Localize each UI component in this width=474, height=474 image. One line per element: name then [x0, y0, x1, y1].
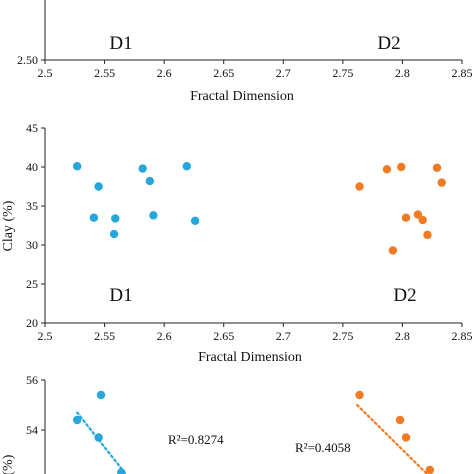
data-point-d2 [355, 390, 364, 400]
group-label-d2: D2 [393, 285, 416, 306]
x-tick-label: 2.55 [94, 66, 115, 80]
x-tick-label: 2.6 [157, 329, 172, 343]
data-point-d1 [72, 415, 82, 425]
x-axis-title: Fractal Dimension [198, 350, 302, 365]
x-tick-label: 2.85 [452, 329, 473, 343]
x-tick-label: 2.7 [276, 329, 291, 343]
x-tick-label: 2.8 [395, 66, 410, 80]
y-axis-title: z (%) [1, 454, 16, 474]
data-point-d1 [94, 182, 103, 191]
y-tick-label: 35 [26, 199, 38, 213]
trendline-d2 [356, 403, 429, 474]
y-tick-label: 45 [26, 121, 38, 135]
x-tick-label: 2.55 [94, 329, 115, 343]
data-point-d2 [432, 163, 442, 172]
data-point-d1 [145, 176, 155, 186]
data-point-d1 [96, 390, 106, 400]
panel-3: 54 56 z (%) R²=0.8274 R²=0.4058 [1, 373, 435, 474]
data-point-d2 [401, 433, 411, 442]
data-point-d2 [401, 213, 411, 222]
panel-1: 2.52.552.62.652.72.752.82.852.503.50Frac… [17, 0, 473, 104]
data-point-d1 [89, 213, 99, 222]
y-tick-label: 40 [26, 160, 38, 174]
data-point-d2 [437, 178, 446, 187]
x-tick-label: 2.5 [38, 66, 53, 80]
data-point-d1 [190, 216, 200, 226]
x-tick-label: 2.75 [332, 66, 353, 80]
x-tick-label: 2.75 [332, 329, 353, 343]
y-axis-title: Clay (%) [1, 200, 16, 251]
y-tick-label: 2.50 [17, 53, 38, 67]
y-tick-label: 20 [26, 316, 38, 330]
x-tick-label: 2.8 [395, 329, 410, 343]
x-tick-label: 2.5 [38, 329, 53, 343]
y-tick-label: 56 [26, 373, 38, 387]
r2-annotation: R²=0.8274 [168, 432, 224, 447]
data-point-d2 [425, 465, 435, 474]
group-label-d2: D2 [377, 33, 400, 54]
data-point-d1 [94, 433, 103, 442]
y-tick-label: 25 [26, 277, 38, 291]
group-label-d1: D1 [109, 33, 132, 54]
x-tick-label: 2.7 [276, 66, 291, 80]
data-point-d1 [111, 214, 120, 223]
x-tick-label: 2.6 [157, 66, 172, 80]
data-point-d2 [397, 162, 406, 172]
r2-annotation: R²=0.4058 [295, 440, 351, 455]
group-label-d1: D1 [109, 285, 132, 306]
x-tick-label: 2.85 [452, 66, 473, 80]
data-point-d1 [138, 164, 147, 173]
data-point-d2 [382, 165, 392, 174]
x-tick-label: 2.65 [213, 329, 234, 343]
panel-2: 2.5 2.55 2.6 2.65 2.7 2.75 2.8 2.85 20 25 30 35 40 45… [1, 121, 473, 365]
data-point-d2 [418, 215, 427, 225]
trendline-d1 [76, 411, 128, 474]
y-tick-label: 30 [26, 238, 38, 252]
data-point-d1 [149, 211, 158, 220]
data-point-d1 [182, 162, 191, 171]
x-axis-title: Fractal Dimension [190, 89, 294, 104]
y-tick-label: 54 [26, 423, 38, 437]
data-point-d2 [423, 230, 432, 240]
data-point-d1 [72, 162, 82, 171]
x-tick-label: 2.65 [213, 66, 234, 80]
data-point-d2 [413, 210, 423, 219]
data-point-d2 [388, 246, 398, 255]
data-point-d2 [395, 415, 405, 425]
data-point-d2 [355, 182, 364, 191]
data-point-d1 [117, 468, 126, 474]
data-point-d1 [109, 229, 119, 239]
